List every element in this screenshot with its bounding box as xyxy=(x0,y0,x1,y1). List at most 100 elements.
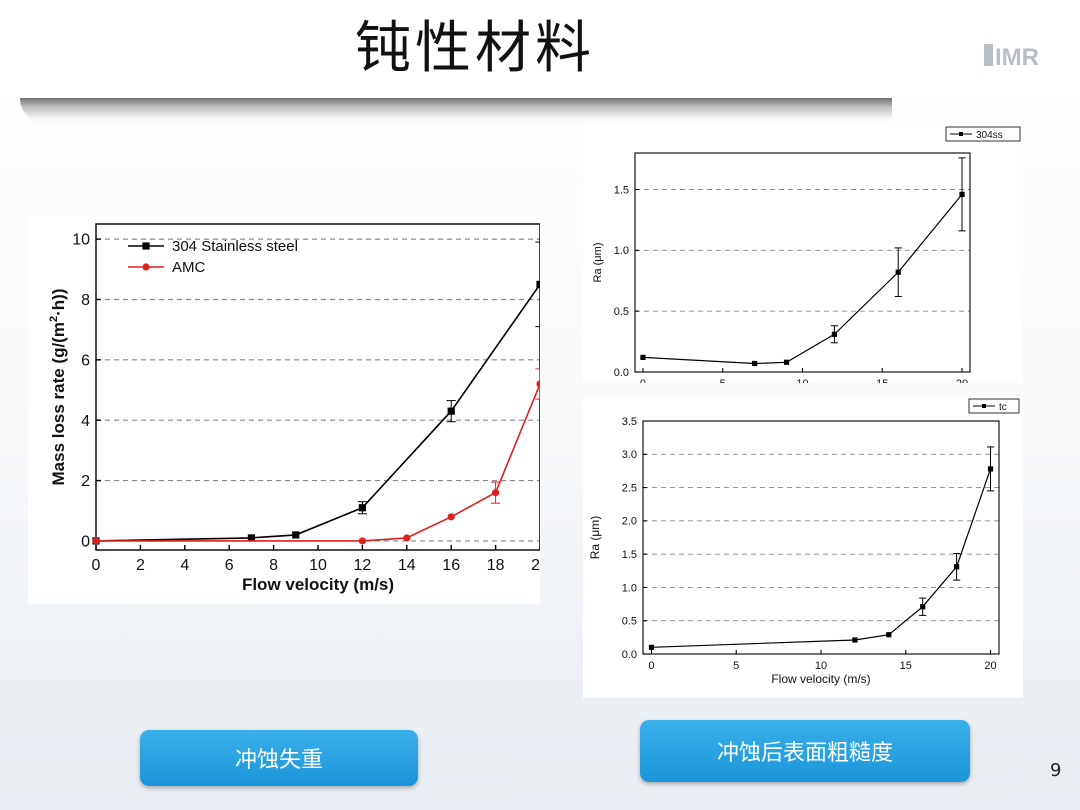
mass-loss-y-tick-label: 6 xyxy=(81,352,90,369)
ra-tc-y-tick-label: 3.0 xyxy=(622,449,637,461)
ra-tc-series-0-point xyxy=(648,644,655,650)
ra-tc-x-tick-label: 5 xyxy=(733,660,739,672)
ra-tc-x-axis-label: Flow velocity (m/s) xyxy=(771,672,870,686)
slide-title: 钝性材料 xyxy=(355,16,595,81)
mass-loss-series-0-line xyxy=(95,283,541,542)
title-shadow xyxy=(20,98,892,124)
mass-loss-series-1-point xyxy=(358,537,366,545)
ra-tc-y-tick-label: 0.5 xyxy=(622,616,637,628)
ra-304ss-series-0-line xyxy=(642,194,963,365)
ra-304ss-y-tick-label: 1.5 xyxy=(614,184,629,196)
mass-loss-x-tick-label: 12 xyxy=(354,557,372,574)
mass-loss-y-tick-label: 8 xyxy=(81,292,90,309)
ra-304ss-x-tick-label: 20 xyxy=(956,378,968,383)
page-number: 9 xyxy=(1050,760,1062,781)
roughness-304ss-chart: 0 5 10 15 20 0.0 0.5 1.0 1.5 Ra (μm) 304ss xyxy=(592,126,1021,390)
ra-304ss-y-tick-label: 0.5 xyxy=(614,306,629,318)
ra-304ss-series-0-point xyxy=(895,269,901,275)
mass-loss-x-tick-label: 18 xyxy=(487,557,505,574)
mass-loss-y-tick-label: 2 xyxy=(81,473,90,490)
ra-304ss-y-tick-label: 1.0 xyxy=(614,245,629,257)
ra-tc-series-0-point xyxy=(852,637,858,643)
ra-tc-y-tick-label: 1.5 xyxy=(622,549,637,561)
surface-roughness-button[interactable]: 冲蚀后表面粗糙度 xyxy=(640,720,970,782)
ra-304ss-series-0-point xyxy=(959,191,965,197)
mass-loss-x-tick-label: 20 xyxy=(531,557,540,574)
mass-loss-plot-frame xyxy=(95,223,541,551)
ra-tc-y-tick-label: 2.0 xyxy=(622,516,637,528)
mass-loss-series-0-point xyxy=(536,280,544,288)
ra-tc-x-tick-label: 15 xyxy=(900,660,912,672)
mass-loss-chart: 024681012141618200246810Flow velocity (m… xyxy=(48,223,549,594)
ra-304ss-x-tick-label: 5 xyxy=(720,378,726,383)
ra-304ss-series-0-point xyxy=(783,359,790,365)
mass-loss-y-axis-label-tail: ·h)) xyxy=(49,289,68,316)
mass-loss-series-0-point xyxy=(292,531,300,539)
imr-logo: IMR xyxy=(984,40,1054,68)
mass-loss-y-axis-label-sup: 2 xyxy=(48,316,60,322)
ra-tc-series-0-point xyxy=(920,604,926,610)
ra-tc-legend-marker xyxy=(982,404,986,408)
mass-loss-x-tick-label: 14 xyxy=(398,557,416,574)
ra-tc-x-tick-label: 10 xyxy=(815,660,827,672)
mass-loss-y-axis-label: Mass loss rate (g/(m2·h)) xyxy=(48,289,68,486)
ra-tc-y-tick-label: 1.0 xyxy=(622,582,637,594)
mass-loss-x-tick-label: 0 xyxy=(92,557,101,574)
ra-tc-y-tick-label: 2.5 xyxy=(622,482,637,494)
ra-304ss-plot-frame xyxy=(634,152,971,373)
mass-loss-legend-label: 304 Stainless steel xyxy=(172,238,298,255)
ra-tc-series-0-point xyxy=(886,632,892,638)
title-bar: 钝性材料 IMR xyxy=(0,0,1080,100)
mass-loss-series-1-line xyxy=(96,383,541,542)
mass-loss-y-tick-label: 0 xyxy=(81,534,90,551)
mass-loss-series-1-point xyxy=(536,380,544,388)
ra-304ss-y-tick-label: 0.0 xyxy=(614,367,629,379)
mass-loss-y-tick-label: 4 xyxy=(81,413,90,430)
ra-304ss-x-tick-label: 0 xyxy=(640,378,646,383)
ra-tc-series-0-point xyxy=(954,564,960,570)
logo-text: IMR xyxy=(995,44,1039,68)
mass-loss-x-tick-label: 10 xyxy=(309,557,327,574)
ra-tc-y-axis-label: Ra (μm) xyxy=(588,516,602,560)
roughness-tc-chart: 0 5 10 15 20 0.0 0.5 1.0 1.5 2.0 2.5 3.0 3.5 Flow vel… xyxy=(588,398,1020,686)
mass-loss-x-tick-label: 16 xyxy=(442,557,460,574)
ra-tc-series-0-line xyxy=(651,468,992,648)
ra-304ss-legend-label: 304ss xyxy=(976,130,1003,141)
mass-loss-series-1-point xyxy=(492,489,500,497)
ra-304ss-series-0-point xyxy=(752,360,758,367)
mass-loss-y-axis-label-main: Mass loss rate (g/(m xyxy=(49,322,68,485)
mass-loss-x-axis-label: Flow velocity (m/s) xyxy=(242,575,394,594)
mass-loss-x-tick-label: 2 xyxy=(136,557,145,574)
mass-loss-legend-marker xyxy=(142,263,150,271)
mass-loss-legend-label: AMC xyxy=(172,259,206,276)
ra-304ss-x-tick-label: 15 xyxy=(876,378,888,383)
mass-loss-x-tick-label: 4 xyxy=(180,557,189,574)
roughness-304ss-chart-panel: 0 5 10 15 20 0.0 0.5 1.0 1.5 Ra (μm) 304ss xyxy=(583,121,1023,390)
mass-loss-series-1-point xyxy=(92,537,100,545)
ra-304ss-series-0-point xyxy=(640,354,646,360)
mass-loss-x-tick-label: 8 xyxy=(269,557,278,574)
mass-loss-series-0-point xyxy=(447,407,455,415)
mass-loss-button[interactable]: 冲蚀失重 xyxy=(140,730,418,786)
ra-tc-x-tick-label: 20 xyxy=(984,660,996,672)
mass-loss-x-tick-label: 6 xyxy=(225,557,234,574)
roughness-tc-chart-panel: 0 5 10 15 20 0.0 0.5 1.0 1.5 2.0 2.5 3.0 3.5 Flow vel… xyxy=(583,396,1023,698)
ra-tc-legend-label: tc xyxy=(999,402,1007,413)
mass-loss-series-1-point xyxy=(403,534,411,542)
ra-304ss-legend-box xyxy=(945,126,1021,142)
mass-loss-series-0-point xyxy=(247,534,255,542)
ra-304ss-legend-marker xyxy=(959,132,963,136)
mass-loss-y-tick-label: 10 xyxy=(72,232,90,249)
ra-304ss-y-axis-label: Ra (μm) xyxy=(592,243,604,283)
ra-tc-x-tick-label: 0 xyxy=(648,660,654,672)
mass-loss-legend-marker xyxy=(142,242,150,250)
ra-tc-plot-frame xyxy=(642,420,1000,655)
ra-tc-series-0-point xyxy=(987,466,994,472)
mass-loss-chart-panel: 024681012141618200246810Flow velocity (m… xyxy=(28,216,549,604)
ra-tc-y-tick-label: 0.0 xyxy=(622,649,637,661)
ra-304ss-series-0-point xyxy=(831,331,838,337)
ra-304ss-x-tick-label: 10 xyxy=(796,378,808,383)
mass-loss-series-1-point xyxy=(447,513,455,521)
mass-loss-series-0-point xyxy=(358,504,366,512)
ra-tc-y-tick-label: 3.5 xyxy=(622,416,637,428)
